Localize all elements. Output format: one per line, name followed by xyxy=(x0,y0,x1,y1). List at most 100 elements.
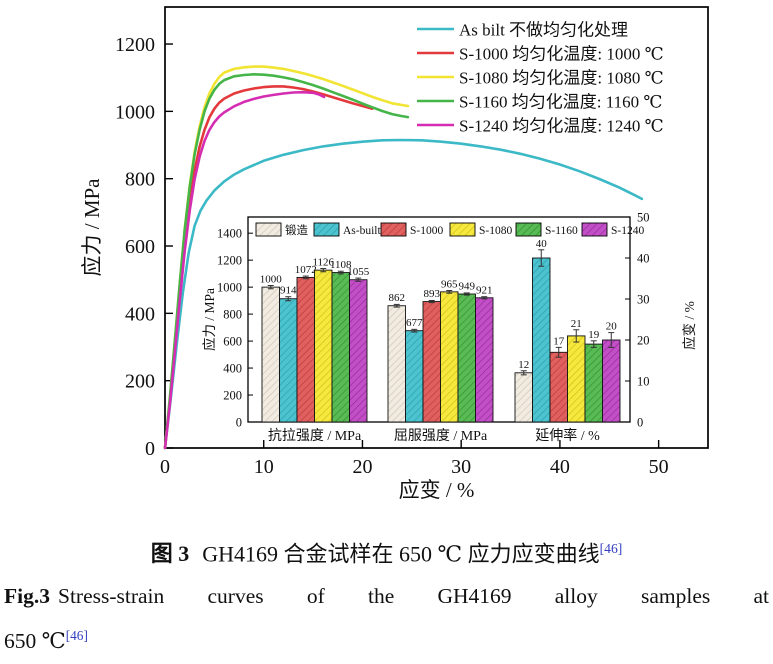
caption-english-line1: Fig.3 Stress-strain curves of the GH4169 … xyxy=(4,581,769,611)
inset-legend-swatch xyxy=(255,222,282,237)
bar-s-1240 xyxy=(349,279,368,423)
inset-left-tick-label: 400 xyxy=(223,362,242,376)
bar-s-1160 xyxy=(457,293,476,423)
legend-label: S-1160 均匀化温度: 1160 ℃ xyxy=(459,93,662,112)
inset-left-tick-label: 1400 xyxy=(217,227,242,241)
bar-value-label: 677 xyxy=(406,317,423,329)
x-axis-title: 应变 / % xyxy=(399,478,475,502)
bar-value-label: 1108 xyxy=(330,259,352,271)
bar-s-1160 xyxy=(331,272,350,423)
bar-value-label: 893 xyxy=(424,288,441,300)
inset-bar-chart: 0 200 400 600 800 1000 1200 1400 0 10 20 30 40 50 1000… xyxy=(201,211,697,445)
figure-caption: 图 3 GH4169 合金试样在 650 ℃ 应力应变曲线[46] Fig.3 St… xyxy=(0,534,773,656)
legend-label: As bilt 不做均匀化处理 xyxy=(459,21,628,40)
inset-legend-swatch xyxy=(313,222,340,237)
bar-s-1080 xyxy=(440,291,459,423)
x-tick-label: 10 xyxy=(254,456,274,478)
bar-value-label: 20 xyxy=(606,321,618,333)
inset-legend-label: S-1240 xyxy=(611,225,644,237)
y-tick-label: 400 xyxy=(125,303,155,325)
bar-锻造 xyxy=(261,286,280,423)
reference-superscript: [46] xyxy=(599,541,623,556)
curve-as-bilt xyxy=(163,138,644,450)
caption-en-text: Stress-strain curves of the GH4169 alloy… xyxy=(57,584,769,609)
bar-value-label: 21 xyxy=(571,318,582,330)
x-tick-label: 30 xyxy=(451,456,471,478)
inset-legend-label: As-built xyxy=(343,225,382,237)
bar-value-label: 914 xyxy=(280,285,297,297)
bar-s-1080 xyxy=(567,335,586,423)
y-tick-label: 1000 xyxy=(115,101,155,123)
inset-left-axis-title: 应力 / MPa xyxy=(201,288,217,351)
caption-english-line2: 650 ℃[46] xyxy=(4,621,769,656)
y-axis-title: 应力 / MPa xyxy=(80,178,104,277)
y-tick-label: 0 xyxy=(145,438,155,460)
bar-value-label: 19 xyxy=(588,329,600,341)
bar-锻造 xyxy=(514,372,533,423)
inset-legend-label: 锻造 xyxy=(285,223,308,237)
caption-cn-text: GH4169 合金试样在 650 ℃ 应力应变曲线 xyxy=(202,541,600,567)
bar-锻造 xyxy=(387,305,406,423)
figure-area: 0 10 20 30 40 50 0 200 400 600 800 1000 1200 应变 / % 应力… xyxy=(80,6,709,502)
inset-right-tick-label: 40 xyxy=(637,252,650,266)
bar-value-label: 862 xyxy=(389,292,406,304)
inset-category-label: 延伸率 / % xyxy=(535,427,600,444)
inset-left-tick-label: 600 xyxy=(223,335,242,349)
inset-legend-label: S-1080 xyxy=(479,225,512,237)
bar-value-label: 1055 xyxy=(347,266,370,278)
legend-label: S-1240 均匀化温度: 1240 ℃ xyxy=(459,117,664,136)
bar-s-1000 xyxy=(422,301,441,423)
x-tick-label: 40 xyxy=(550,456,570,478)
inset-right-tick-label: 30 xyxy=(637,293,650,307)
bar-s-1000 xyxy=(549,351,568,423)
bar-value-label: 949 xyxy=(459,281,476,293)
caption-cn-number: 图 3 xyxy=(150,541,190,567)
inset-left-tick-label: 0 xyxy=(236,416,242,430)
bar-as-built xyxy=(279,298,298,423)
inset-legend-label: S-1160 xyxy=(545,225,578,237)
bar-s-1240 xyxy=(602,339,621,423)
legend-label: S-1080 均匀化温度: 1080 ℃ xyxy=(459,69,664,88)
inset-right-tick-label: 10 xyxy=(637,375,650,389)
bar-value-label: 40 xyxy=(536,238,548,250)
bar-value-label: 1000 xyxy=(260,274,283,286)
y-tick-label: 800 xyxy=(125,169,155,191)
bar-value-label: 12 xyxy=(518,359,529,371)
inset-legend-swatch xyxy=(515,222,542,237)
inset-right-tick-label: 0 xyxy=(637,416,643,430)
bar-value-label: 965 xyxy=(441,278,458,290)
inset-right-axis-title: 应变 / % xyxy=(681,301,697,350)
inset-left-tick-label: 200 xyxy=(223,389,242,403)
inset-category-label: 屈服强度 / MPa xyxy=(394,428,488,444)
bar-as-built xyxy=(405,330,424,423)
bar-s-1240 xyxy=(475,297,494,423)
x-tick-label: 20 xyxy=(352,456,372,478)
inset-right-tick-label: 20 xyxy=(637,334,650,348)
y-tick-label: 600 xyxy=(125,236,155,258)
y-tick-label: 1200 xyxy=(115,34,155,56)
bar-s-1080 xyxy=(314,269,333,423)
legend-label: S-1000 均匀化温度: 1000 ℃ xyxy=(459,45,664,64)
curve-s-1240 xyxy=(163,90,326,450)
bar-value-label: 1126 xyxy=(312,257,334,269)
x-tick-label: 0 xyxy=(160,456,170,478)
bar-value-label: 1072 xyxy=(295,264,317,276)
inset-right-tick-label: 50 xyxy=(637,211,650,225)
inset-legend-swatch xyxy=(449,222,476,237)
curve-s-1160 xyxy=(163,73,410,450)
caption-chinese: 图 3 GH4169 合金试样在 650 ℃ 应力应变曲线[46] xyxy=(4,534,769,569)
reference-superscript: [46] xyxy=(65,628,88,644)
bar-as-built xyxy=(532,257,551,423)
x-tick-label: 50 xyxy=(649,456,669,478)
main-plot-border xyxy=(164,6,709,449)
bar-s-1160 xyxy=(584,343,603,423)
caption-en-number: Fig.3 xyxy=(4,584,50,609)
inset-legend-swatch xyxy=(581,222,608,237)
inset-left-tick-label: 1200 xyxy=(217,254,242,268)
bar-value-label: 17 xyxy=(553,335,565,347)
inset-category-label: 抗拉强度 / MPa xyxy=(268,428,362,444)
inset-left-tick-label: 1000 xyxy=(217,281,242,295)
caption-en-temp: 650 ℃ xyxy=(4,629,66,654)
